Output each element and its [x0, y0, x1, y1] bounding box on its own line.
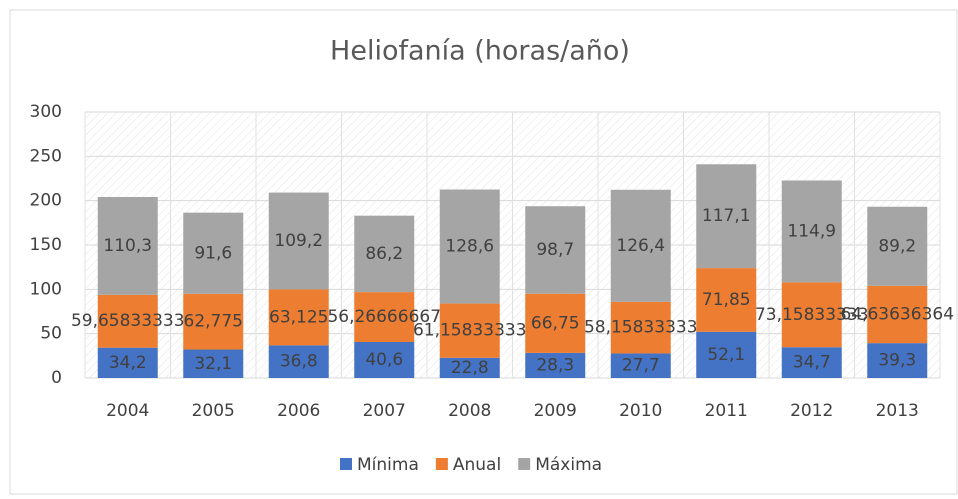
- data-label: 36,8: [280, 352, 318, 372]
- bar-segment: [781, 282, 842, 348]
- data-label: 63,125: [269, 307, 328, 327]
- bar-segment: [781, 347, 842, 378]
- y-tick-label: 0: [51, 368, 62, 388]
- legend-swatch: [340, 458, 352, 470]
- bar-segment: [268, 345, 329, 378]
- data-label: 98,7: [536, 240, 574, 260]
- bar-segment: [525, 293, 586, 353]
- data-label: 40,6: [365, 350, 403, 370]
- y-tick-label: 200: [30, 191, 62, 211]
- x-tick-label: 2008: [448, 401, 491, 421]
- bar-segment: [439, 357, 500, 378]
- data-label: 71,85: [702, 290, 751, 310]
- bar-segment: [439, 189, 500, 304]
- data-label: 110,3: [103, 236, 152, 256]
- data-label: 126,4: [616, 236, 665, 256]
- bar-segment: [781, 180, 842, 283]
- data-label: 34,7: [793, 353, 831, 373]
- x-tick-label: 2006: [277, 401, 320, 421]
- data-label: 27,7: [622, 356, 660, 376]
- chart-title: Heliofanía (horas/año): [330, 36, 630, 67]
- legend-label: Mínima: [357, 455, 419, 475]
- y-tick-label: 300: [30, 102, 62, 122]
- data-label: 86,2: [365, 244, 403, 264]
- bar-segment: [97, 196, 158, 295]
- bar-segment: [354, 342, 415, 378]
- y-tick-label: 100: [30, 279, 62, 299]
- bar-segment: [610, 189, 671, 302]
- x-tick-label: 2007: [363, 401, 406, 421]
- data-label: 109,2: [274, 231, 323, 251]
- bar-segment: [268, 289, 329, 346]
- legend-swatch: [518, 458, 531, 470]
- x-tick-label: 2013: [876, 401, 919, 421]
- bar-segment: [439, 303, 500, 358]
- legend-label: Máxima: [535, 455, 602, 475]
- data-label: 114,9: [787, 221, 836, 241]
- bar-segment: [183, 349, 244, 378]
- bar-segment: [696, 268, 757, 332]
- bar-segment: [696, 164, 757, 269]
- x-tick-label: 2011: [705, 401, 748, 421]
- data-label: 34,2: [109, 353, 147, 373]
- data-label: 52,1: [707, 345, 745, 365]
- bar-segment: [183, 212, 244, 294]
- x-tick-label: 2009: [534, 401, 577, 421]
- x-tick-label: 2012: [790, 401, 833, 421]
- y-tick-label: 150: [30, 235, 62, 255]
- bar-segment: [268, 192, 329, 290]
- data-label: 61,15833333: [413, 321, 527, 341]
- data-label: 28,3: [536, 355, 574, 375]
- x-tick-label: 2010: [619, 401, 662, 421]
- bar-segment: [183, 293, 244, 350]
- y-tick-label: 250: [30, 146, 62, 166]
- y-tick-label: 50: [40, 324, 62, 344]
- bar-segment: [97, 294, 158, 348]
- data-label: 39,3: [878, 351, 916, 371]
- bar-segment: [696, 331, 757, 378]
- legend-swatch: [435, 458, 448, 470]
- data-label: 59,65833333: [71, 311, 185, 331]
- data-label: 32,1: [194, 354, 232, 374]
- bar-segment: [97, 347, 158, 378]
- data-label: 73,15833333: [755, 305, 869, 325]
- data-label: 64,63636364: [840, 304, 954, 324]
- data-label: 66,75: [531, 313, 580, 333]
- legend-label: Anual: [453, 455, 501, 475]
- bar-segment: [610, 353, 671, 378]
- bar-segment: [867, 343, 928, 378]
- x-tick-label: 2004: [106, 401, 149, 421]
- data-label: 91,6: [194, 243, 232, 263]
- x-tick-label: 2005: [192, 401, 235, 421]
- data-label: 62,775: [184, 312, 243, 332]
- data-label: 22,8: [451, 358, 489, 378]
- bar-segment: [867, 206, 928, 286]
- data-label: 117,1: [702, 206, 751, 226]
- bar-segment: [610, 301, 671, 354]
- data-label: 89,2: [878, 236, 916, 256]
- data-label: 58,15833333: [584, 318, 698, 338]
- bar-segment: [867, 285, 928, 344]
- data-label: 128,6: [445, 237, 494, 257]
- bar-segment: [354, 215, 415, 293]
- bar-segment: [354, 292, 415, 343]
- bar-segment: [525, 352, 586, 378]
- bar-segment: [525, 206, 586, 294]
- data-label: 56,26666667: [327, 307, 441, 327]
